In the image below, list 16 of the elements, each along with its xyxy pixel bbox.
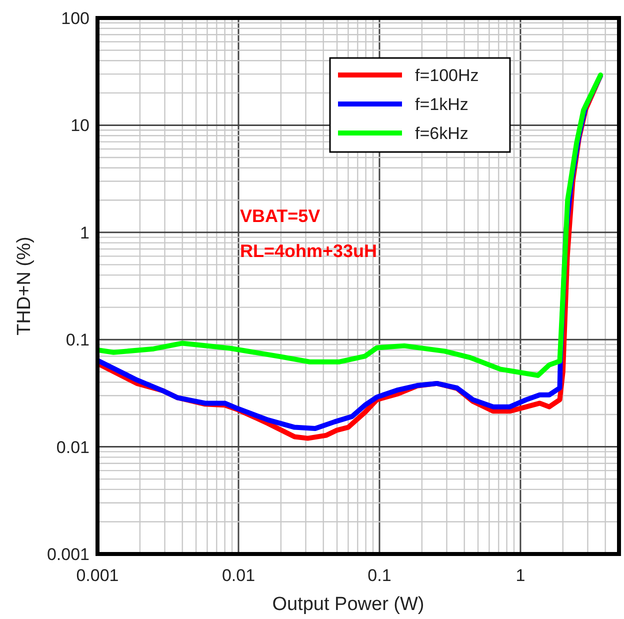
x-axis-title: Output Power (W) (272, 594, 424, 615)
legend-label: f=100Hz (415, 66, 479, 85)
y-tick-label: 0.1 (66, 330, 90, 350)
x-tick-label: 0.1 (368, 566, 392, 585)
legend-label: f=6kHz (415, 124, 468, 143)
x-tick-label: 0.01 (222, 566, 256, 585)
x-tick-label: 1 (516, 566, 526, 585)
legend-label: f=1kHz (415, 95, 468, 114)
y-tick-label: 10 (70, 116, 90, 136)
y-axis-title: THD+N (%) (14, 236, 35, 336)
y-tick-label: 0.001 (46, 545, 90, 564)
annotation: VBAT=5V (240, 206, 320, 226)
y-tick-label: 100 (61, 9, 90, 28)
y-tick-label: 0.01 (56, 438, 90, 457)
y-tick-label: 1 (80, 223, 90, 242)
annotation: RL=4ohm+33uH (240, 241, 378, 261)
